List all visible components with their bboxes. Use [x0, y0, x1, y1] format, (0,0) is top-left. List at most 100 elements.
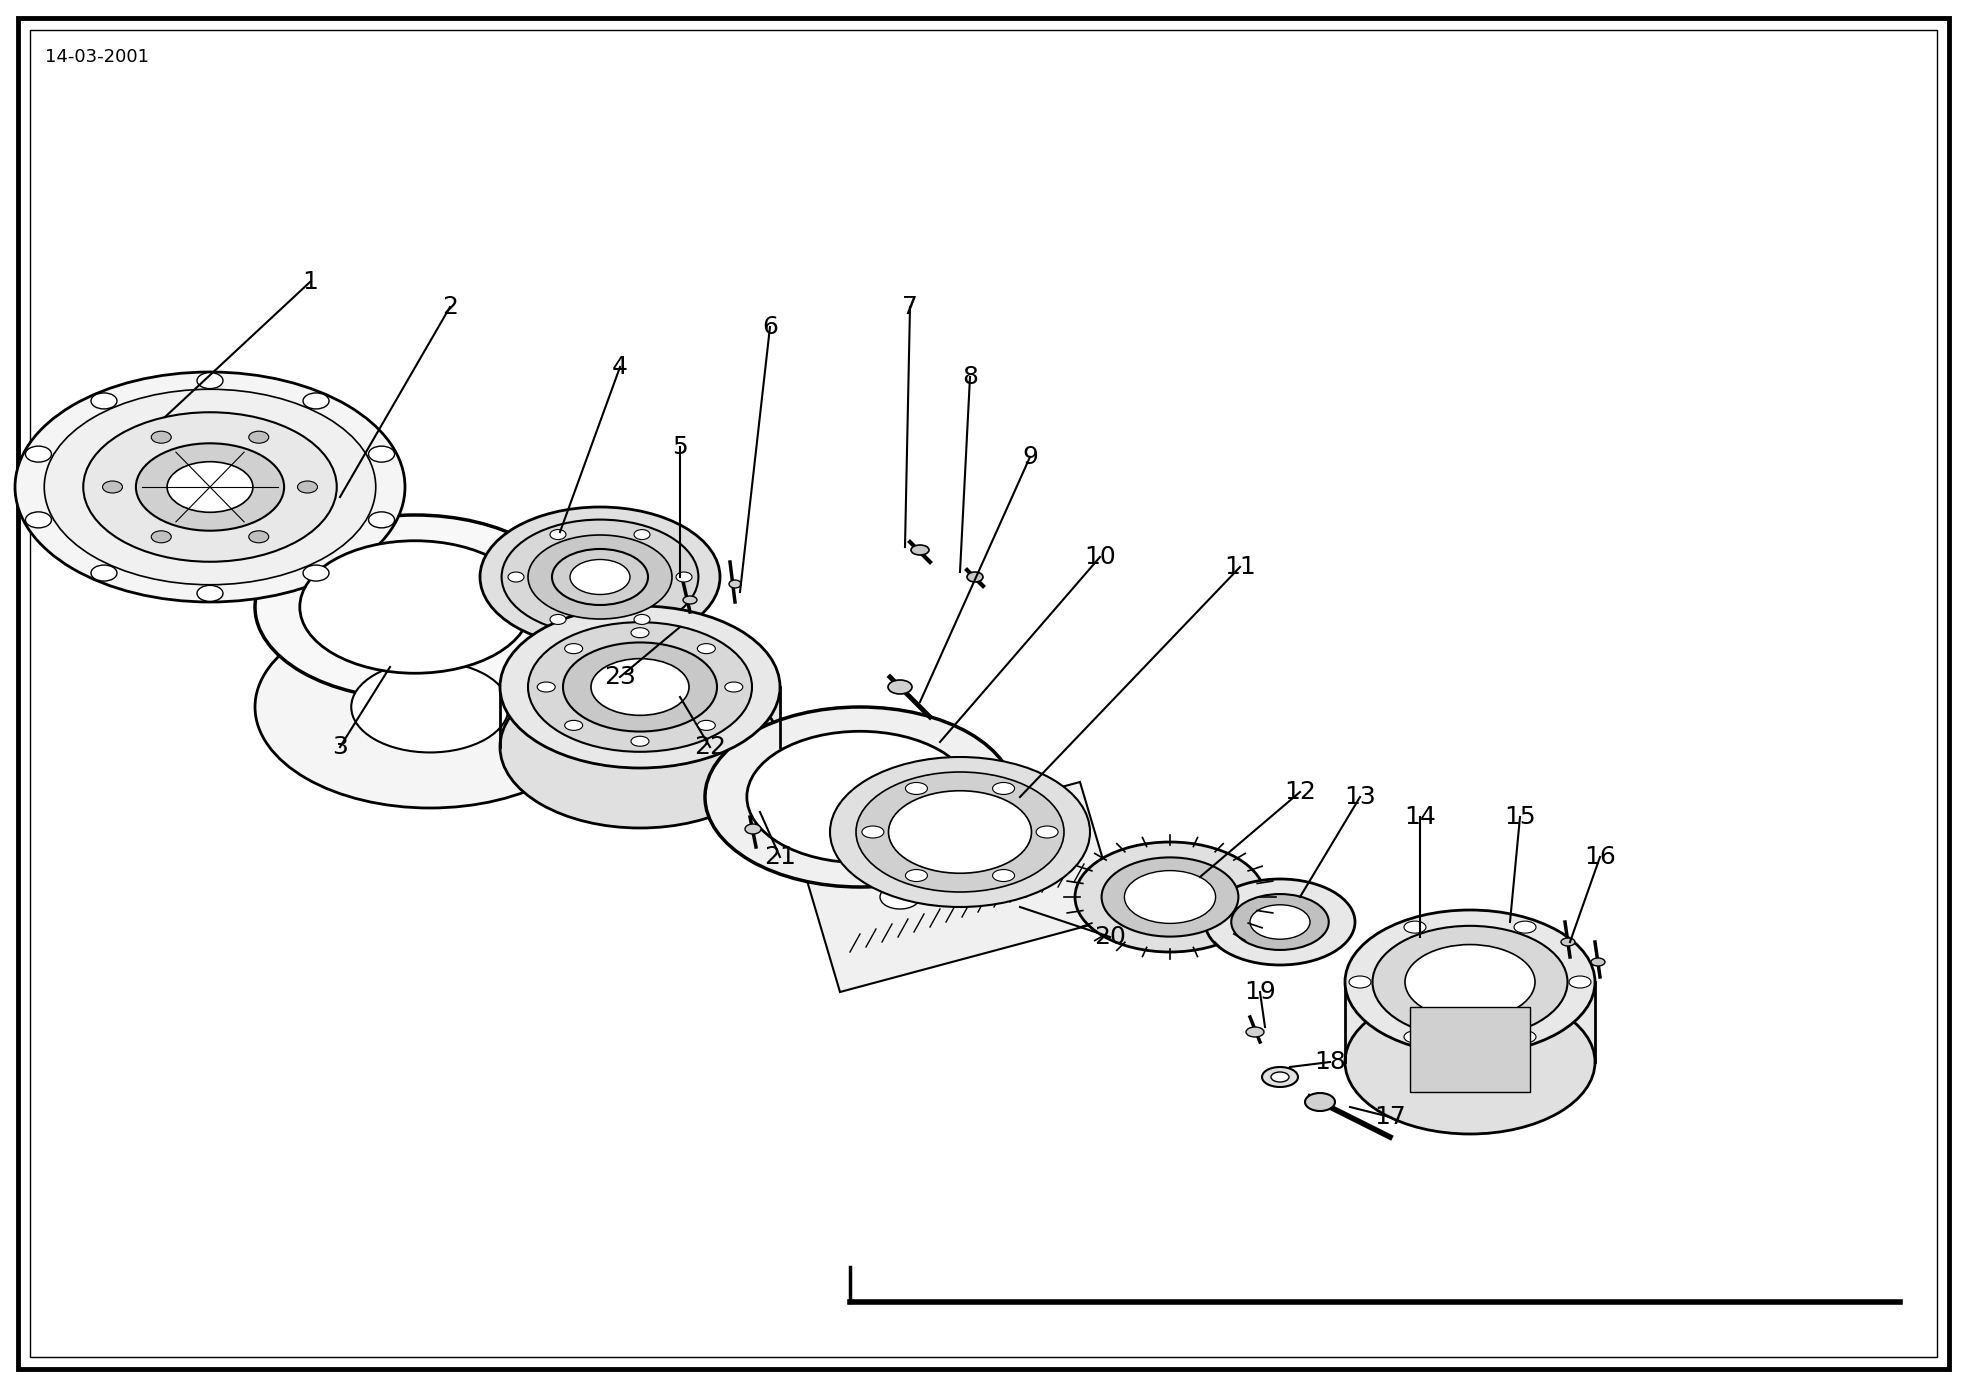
Text: 20: 20: [1094, 925, 1125, 949]
Ellipse shape: [1345, 910, 1595, 1054]
Text: 16: 16: [1583, 845, 1617, 870]
Ellipse shape: [352, 662, 509, 753]
Ellipse shape: [633, 614, 649, 624]
Ellipse shape: [43, 390, 376, 585]
Ellipse shape: [1515, 921, 1536, 933]
Ellipse shape: [551, 530, 566, 540]
Ellipse shape: [590, 659, 688, 716]
Text: 19: 19: [1243, 981, 1277, 1004]
Ellipse shape: [1102, 857, 1239, 936]
Ellipse shape: [551, 614, 566, 624]
Ellipse shape: [151, 431, 171, 444]
Ellipse shape: [151, 531, 171, 542]
Text: 6: 6: [761, 315, 779, 338]
Ellipse shape: [730, 580, 742, 588]
Text: 13: 13: [1343, 785, 1375, 809]
Text: 9: 9: [1023, 445, 1039, 469]
Ellipse shape: [830, 757, 1090, 907]
Ellipse shape: [1304, 1093, 1336, 1111]
Ellipse shape: [1404, 1031, 1426, 1043]
Ellipse shape: [879, 885, 921, 908]
Ellipse shape: [102, 481, 122, 492]
Ellipse shape: [856, 773, 1064, 892]
Ellipse shape: [631, 736, 649, 746]
Ellipse shape: [887, 680, 913, 694]
Ellipse shape: [26, 447, 51, 462]
Text: 14: 14: [1404, 804, 1436, 829]
Ellipse shape: [862, 827, 883, 838]
Ellipse shape: [1076, 842, 1265, 951]
Polygon shape: [1345, 982, 1595, 1062]
Ellipse shape: [993, 870, 1015, 882]
Ellipse shape: [1570, 976, 1591, 988]
Ellipse shape: [537, 682, 555, 692]
Ellipse shape: [1562, 938, 1576, 946]
Ellipse shape: [683, 596, 696, 603]
Ellipse shape: [500, 606, 781, 768]
Ellipse shape: [633, 530, 649, 540]
Text: 8: 8: [962, 365, 978, 388]
Ellipse shape: [136, 444, 283, 531]
Ellipse shape: [570, 559, 629, 595]
Ellipse shape: [747, 731, 974, 863]
Ellipse shape: [1245, 1026, 1265, 1037]
Text: 18: 18: [1314, 1050, 1345, 1074]
Ellipse shape: [1345, 990, 1595, 1135]
Ellipse shape: [889, 791, 1031, 874]
Text: 1: 1: [303, 270, 319, 294]
Ellipse shape: [507, 571, 523, 583]
Ellipse shape: [527, 623, 751, 752]
Ellipse shape: [500, 666, 781, 828]
Ellipse shape: [553, 549, 647, 605]
Ellipse shape: [303, 565, 328, 581]
Ellipse shape: [1041, 835, 1080, 859]
Ellipse shape: [1206, 879, 1355, 965]
Ellipse shape: [905, 870, 928, 882]
Ellipse shape: [565, 720, 582, 731]
Ellipse shape: [303, 393, 328, 409]
Ellipse shape: [297, 481, 317, 492]
Text: 14-03-2001: 14-03-2001: [45, 49, 149, 67]
Ellipse shape: [1404, 945, 1534, 1019]
Ellipse shape: [197, 585, 222, 602]
Text: 12: 12: [1284, 779, 1316, 804]
Ellipse shape: [248, 531, 269, 542]
Polygon shape: [1410, 1007, 1530, 1092]
Ellipse shape: [502, 520, 698, 634]
Ellipse shape: [480, 508, 720, 646]
Polygon shape: [500, 687, 781, 748]
Text: 10: 10: [1084, 545, 1115, 569]
Ellipse shape: [724, 682, 744, 692]
Ellipse shape: [1591, 958, 1605, 965]
Ellipse shape: [256, 515, 574, 699]
Polygon shape: [801, 782, 1119, 992]
Ellipse shape: [968, 571, 984, 583]
Ellipse shape: [993, 782, 1015, 795]
Text: 2: 2: [443, 295, 458, 319]
Ellipse shape: [704, 707, 1015, 888]
Ellipse shape: [677, 571, 692, 583]
Ellipse shape: [90, 393, 116, 409]
Ellipse shape: [368, 447, 395, 462]
Text: 4: 4: [612, 355, 627, 379]
Ellipse shape: [16, 372, 405, 602]
Ellipse shape: [368, 512, 395, 528]
Ellipse shape: [256, 606, 606, 809]
Ellipse shape: [911, 545, 928, 555]
Ellipse shape: [90, 565, 116, 581]
Text: 22: 22: [694, 735, 726, 759]
Ellipse shape: [698, 644, 716, 653]
Ellipse shape: [1515, 1031, 1536, 1043]
Ellipse shape: [698, 720, 716, 731]
Text: 11: 11: [1223, 555, 1255, 578]
Text: 21: 21: [763, 845, 797, 870]
Ellipse shape: [1037, 827, 1058, 838]
Ellipse shape: [26, 512, 51, 528]
Text: 17: 17: [1375, 1105, 1406, 1129]
Ellipse shape: [167, 462, 254, 512]
Ellipse shape: [745, 824, 761, 834]
Ellipse shape: [960, 860, 999, 884]
Ellipse shape: [197, 373, 222, 388]
Ellipse shape: [1271, 1072, 1288, 1082]
Ellipse shape: [1349, 976, 1371, 988]
